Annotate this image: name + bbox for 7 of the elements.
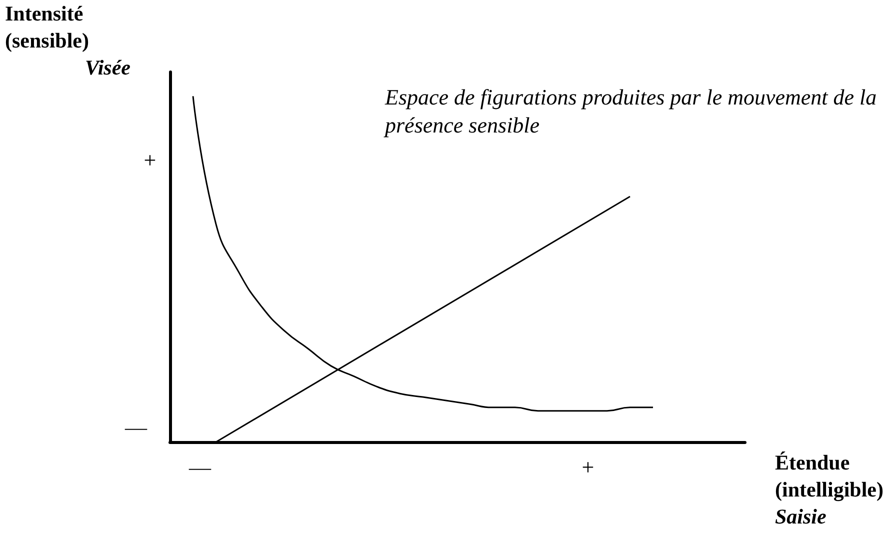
annotation: Espace de figurations produites par le mouvement de la présence sensible [383,84,882,138]
text: + [144,148,156,172]
y-axis-title: Intensité (sensible) Visée [5,2,130,80]
text: — [124,414,148,440]
text: + [582,454,594,480]
text: — [188,454,212,480]
x-axis-title: Étendue (intelligible) Saisie [775,450,884,528]
